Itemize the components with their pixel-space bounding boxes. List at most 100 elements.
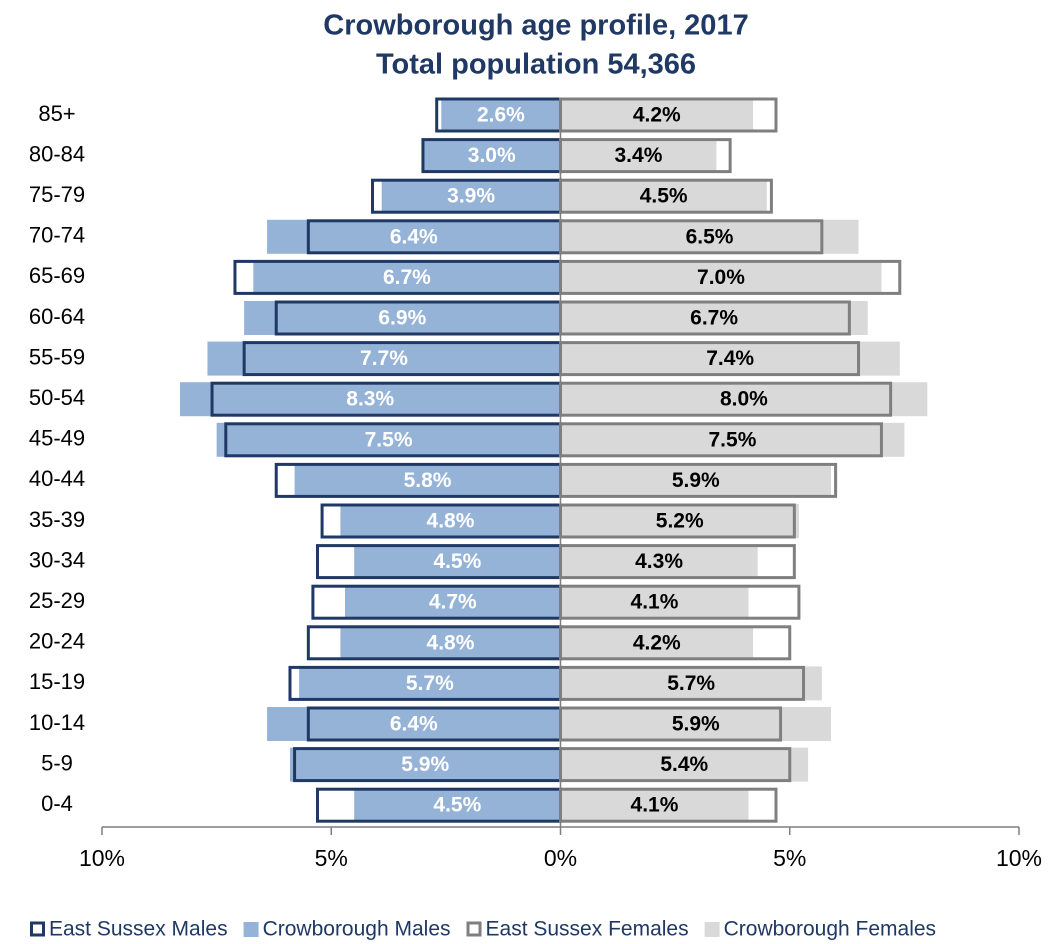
bar: [216, 422, 561, 457]
y-tick-label: 25-29: [29, 588, 85, 613]
data-label: 7.0%: [697, 266, 745, 289]
data-label: 8.3%: [346, 388, 394, 411]
y-tick-label: 60-64: [29, 304, 85, 329]
data-label: 4.8%: [427, 510, 475, 533]
y-tick-label: 40-44: [29, 466, 85, 491]
bar: [294, 463, 561, 498]
y-tick-label: 55-59: [29, 344, 85, 369]
bar: [299, 666, 561, 701]
data-label: 4.5%: [433, 550, 481, 573]
data-label: 6.9%: [378, 307, 426, 330]
data-label: 4.8%: [427, 631, 475, 654]
data-label: 4.2%: [633, 104, 681, 127]
bar: [422, 138, 561, 173]
bar: [354, 788, 561, 823]
y-tick-label: 75-79: [29, 182, 85, 207]
bar: [560, 179, 767, 214]
data-label: 6.7%: [383, 266, 431, 289]
data-label: 4.5%: [640, 185, 688, 208]
data-label: 2.6%: [477, 104, 525, 127]
data-label: 6.4%: [390, 225, 438, 248]
y-tick-label: 20-24: [29, 629, 85, 654]
bar: [560, 422, 905, 457]
bar: [381, 179, 561, 214]
data-label: 6.4%: [390, 713, 438, 736]
bar: [560, 260, 882, 295]
data-label: 7.4%: [706, 347, 754, 370]
bar: [289, 747, 561, 782]
data-label: 5.4%: [660, 753, 708, 776]
legend-label: East Sussex Females: [486, 918, 689, 941]
data-label: 3.0%: [468, 144, 516, 167]
bar: [560, 463, 832, 498]
bar: [560, 98, 754, 132]
data-label: 5.2%: [656, 510, 704, 533]
data-label: 5.9%: [672, 713, 720, 736]
bar: [560, 219, 859, 254]
data-label: 5.9%: [672, 469, 720, 492]
bar: [560, 788, 749, 823]
chart-subtitle: Total population 54,366: [376, 49, 696, 81]
bar: [179, 382, 561, 417]
y-tick-label: 5-9: [41, 750, 73, 775]
legend-marker: [704, 922, 720, 937]
x-tick-label: 0%: [544, 845, 577, 871]
data-label: 5.7%: [406, 672, 454, 695]
bar: [267, 219, 561, 254]
y-tick-label: 10-14: [29, 710, 85, 735]
bar: [560, 382, 928, 417]
data-label: 5.7%: [667, 672, 715, 695]
bar: [340, 625, 561, 660]
legend-marker: [30, 921, 45, 937]
data-label: 5.8%: [404, 469, 452, 492]
x-tick-label: 10%: [79, 845, 125, 871]
y-tick-label: 30-34: [29, 547, 85, 572]
legend-marker: [243, 922, 259, 937]
bar: [441, 98, 561, 132]
data-label: 6.5%: [686, 225, 734, 248]
y-tick-label: 70-74: [29, 223, 85, 248]
legend-marker: [466, 921, 482, 937]
bar: [345, 585, 561, 620]
bar: [560, 544, 758, 579]
y-tick-label: 15-19: [29, 669, 85, 694]
y-tick-label: 45-49: [29, 426, 85, 451]
data-label: 6.7%: [690, 307, 738, 330]
y-tick-label: 65-69: [29, 263, 85, 288]
data-label: 3.9%: [447, 185, 495, 208]
bar: [354, 544, 561, 579]
legend-label: East Sussex Males: [49, 918, 228, 941]
y-tick-label: 50-54: [29, 385, 85, 410]
data-label: 7.5%: [365, 428, 413, 451]
bar: [560, 341, 900, 376]
bar: [340, 504, 561, 538]
bar: [560, 625, 754, 660]
x-tick-label: 5%: [315, 845, 348, 871]
bar: [560, 504, 799, 538]
legend-label: Crowborough Females: [724, 918, 936, 941]
bar: [207, 341, 561, 376]
data-label: 7.7%: [360, 347, 408, 370]
legend-label: Crowborough Males: [263, 918, 451, 941]
y-tick-label: 80-84: [29, 141, 85, 166]
bar: [560, 585, 749, 620]
data-label: 7.5%: [709, 428, 757, 451]
bar: [560, 138, 717, 173]
data-label: 4.2%: [633, 631, 681, 654]
x-tick-label: 5%: [773, 845, 806, 871]
bar: [253, 260, 561, 295]
bar: [560, 301, 868, 335]
y-tick-label: 85+: [38, 101, 75, 126]
data-label: 4.7%: [429, 591, 477, 614]
y-tick-label: 35-39: [29, 507, 85, 532]
bar: [267, 707, 561, 741]
data-label: 8.0%: [720, 388, 768, 411]
data-label: 5.9%: [401, 753, 449, 776]
data-label: 4.3%: [635, 550, 683, 573]
data-label: 4.1%: [631, 794, 679, 817]
data-label: 4.5%: [433, 794, 481, 817]
bar: [560, 666, 822, 701]
bar: [244, 301, 561, 335]
data-label: 4.1%: [631, 591, 679, 614]
